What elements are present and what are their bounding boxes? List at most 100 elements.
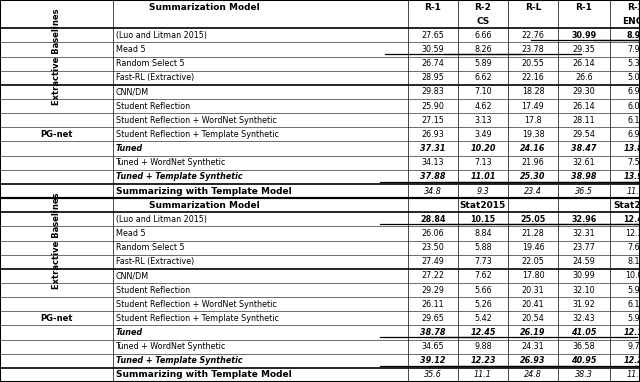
Text: 22.16: 22.16 bbox=[522, 73, 545, 82]
Text: 12.45: 12.45 bbox=[470, 328, 496, 337]
Text: 6.11: 6.11 bbox=[627, 116, 640, 125]
Text: 26.19: 26.19 bbox=[520, 328, 546, 337]
Text: 9.88: 9.88 bbox=[474, 342, 492, 351]
Bar bbox=[0, 198, 640, 382]
Text: 10.15: 10.15 bbox=[470, 215, 495, 224]
Text: 26.93: 26.93 bbox=[422, 130, 444, 139]
Text: 12.44: 12.44 bbox=[623, 215, 640, 224]
Text: Mead 5: Mead 5 bbox=[116, 45, 145, 54]
Text: 12.17: 12.17 bbox=[623, 328, 640, 337]
Text: 7.10: 7.10 bbox=[474, 87, 492, 97]
Text: Stat2015: Stat2015 bbox=[460, 201, 506, 210]
Text: 32.43: 32.43 bbox=[573, 314, 595, 323]
Text: 18.28: 18.28 bbox=[522, 87, 544, 97]
Text: 6.05: 6.05 bbox=[627, 102, 640, 111]
Text: R-2: R-2 bbox=[475, 3, 492, 11]
Text: 24.8: 24.8 bbox=[524, 371, 542, 379]
Text: (Luo and Litman 2015): (Luo and Litman 2015) bbox=[116, 215, 207, 224]
Text: 5.88: 5.88 bbox=[474, 243, 492, 252]
Text: ENGR: ENGR bbox=[622, 17, 640, 26]
Text: 8.26: 8.26 bbox=[474, 45, 492, 54]
Text: 37.88: 37.88 bbox=[420, 172, 445, 181]
Text: Student Reflection + WordNet Synthetic: Student Reflection + WordNet Synthetic bbox=[116, 116, 276, 125]
Text: 29.54: 29.54 bbox=[573, 130, 595, 139]
Text: Tuned: Tuned bbox=[116, 328, 143, 337]
Text: 20.54: 20.54 bbox=[522, 314, 545, 323]
Text: 40.95: 40.95 bbox=[572, 356, 596, 365]
Text: 11.9: 11.9 bbox=[627, 371, 640, 379]
Text: R-1: R-1 bbox=[424, 3, 442, 11]
Text: 3.13: 3.13 bbox=[474, 116, 492, 125]
Text: 22.05: 22.05 bbox=[522, 257, 545, 266]
Text: CS: CS bbox=[476, 17, 490, 26]
Text: 26.14: 26.14 bbox=[573, 102, 595, 111]
Text: 12.23: 12.23 bbox=[470, 356, 496, 365]
Text: 7.91: 7.91 bbox=[627, 45, 640, 54]
Text: 29.29: 29.29 bbox=[422, 285, 445, 295]
Text: 8.97: 8.97 bbox=[626, 31, 640, 40]
Text: 6.95: 6.95 bbox=[627, 87, 640, 97]
Text: 11.01: 11.01 bbox=[470, 172, 496, 181]
Text: 5.96: 5.96 bbox=[627, 314, 640, 323]
Text: 38.78: 38.78 bbox=[420, 328, 445, 337]
Text: 32.96: 32.96 bbox=[572, 215, 596, 224]
Text: 34.65: 34.65 bbox=[422, 342, 444, 351]
Text: Tuned + WordNet Synthetic: Tuned + WordNet Synthetic bbox=[116, 342, 226, 351]
Text: Student Reflection + WordNet Synthetic: Student Reflection + WordNet Synthetic bbox=[116, 300, 276, 309]
Text: Student Reflection: Student Reflection bbox=[116, 102, 189, 111]
Text: 30.59: 30.59 bbox=[422, 45, 444, 54]
Text: R-1: R-1 bbox=[575, 3, 593, 11]
Text: 26.06: 26.06 bbox=[422, 229, 444, 238]
Text: 7.51: 7.51 bbox=[627, 158, 640, 167]
Text: 11.1: 11.1 bbox=[474, 371, 492, 379]
Text: 38.3: 38.3 bbox=[575, 371, 593, 379]
Text: Summarization Model: Summarization Model bbox=[148, 201, 259, 210]
Text: 24.31: 24.31 bbox=[522, 342, 544, 351]
Text: Fast-RL (Extractive): Fast-RL (Extractive) bbox=[116, 73, 194, 82]
Text: 5.09: 5.09 bbox=[627, 73, 640, 82]
Text: 22.76: 22.76 bbox=[522, 31, 545, 40]
Bar bbox=[0, 0, 640, 198]
Text: 23.77: 23.77 bbox=[573, 243, 595, 252]
Text: 12.30: 12.30 bbox=[625, 229, 640, 238]
Text: 5.42: 5.42 bbox=[474, 314, 492, 323]
Text: 10.01: 10.01 bbox=[625, 271, 640, 280]
Text: 17.49: 17.49 bbox=[522, 102, 545, 111]
Text: 31.92: 31.92 bbox=[573, 300, 595, 309]
Text: R-2: R-2 bbox=[628, 3, 640, 11]
Text: 34.13: 34.13 bbox=[422, 158, 444, 167]
Text: 26.93: 26.93 bbox=[520, 356, 546, 365]
Text: 35.6: 35.6 bbox=[424, 371, 442, 379]
Text: 25.30: 25.30 bbox=[520, 172, 546, 181]
Text: 26.6: 26.6 bbox=[575, 73, 593, 82]
Text: 38.98: 38.98 bbox=[572, 172, 596, 181]
Text: 36.5: 36.5 bbox=[575, 186, 593, 196]
Text: 7.63: 7.63 bbox=[627, 243, 640, 252]
Text: 36.58: 36.58 bbox=[573, 342, 595, 351]
Text: 6.62: 6.62 bbox=[474, 73, 492, 82]
Text: 7.73: 7.73 bbox=[474, 257, 492, 266]
Text: 5.26: 5.26 bbox=[474, 300, 492, 309]
Text: Tuned + Template Synthetic: Tuned + Template Synthetic bbox=[116, 172, 242, 181]
Text: 28.84: 28.84 bbox=[420, 215, 445, 224]
Text: 5.35: 5.35 bbox=[627, 59, 640, 68]
Text: Tuned + Template Synthetic: Tuned + Template Synthetic bbox=[116, 356, 242, 365]
Text: 5.66: 5.66 bbox=[474, 285, 492, 295]
Text: 41.05: 41.05 bbox=[572, 328, 596, 337]
Text: 17.8: 17.8 bbox=[524, 116, 542, 125]
Text: R-L: R-L bbox=[525, 3, 541, 11]
Text: 29.83: 29.83 bbox=[422, 87, 444, 97]
Text: 20.31: 20.31 bbox=[522, 285, 544, 295]
Text: 27.15: 27.15 bbox=[422, 116, 444, 125]
Text: (Luo and Litman 2015): (Luo and Litman 2015) bbox=[116, 31, 207, 40]
Text: 8.84: 8.84 bbox=[474, 229, 492, 238]
Text: Summarizing with Template Model: Summarizing with Template Model bbox=[116, 186, 292, 196]
Text: 32.31: 32.31 bbox=[573, 229, 595, 238]
Text: PG-net: PG-net bbox=[40, 314, 73, 323]
Text: 29.35: 29.35 bbox=[573, 45, 595, 54]
Text: 20.41: 20.41 bbox=[522, 300, 544, 309]
Text: 27.65: 27.65 bbox=[422, 31, 444, 40]
Text: 25.90: 25.90 bbox=[422, 102, 444, 111]
Text: 5.89: 5.89 bbox=[474, 59, 492, 68]
Text: 37.31: 37.31 bbox=[420, 144, 445, 153]
